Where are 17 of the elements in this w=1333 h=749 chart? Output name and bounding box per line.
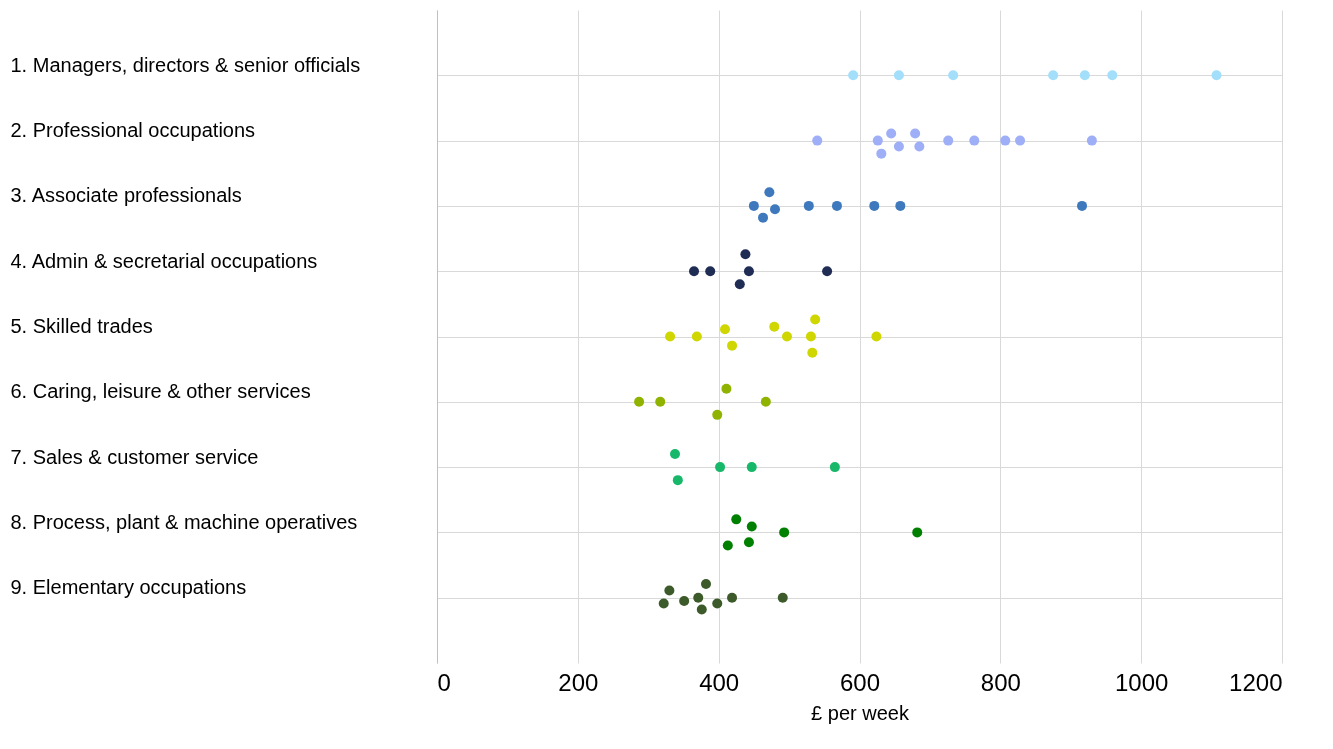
x-tick-label: 800 bbox=[980, 668, 1021, 696]
x-tick-label: 400 bbox=[699, 668, 740, 696]
y-tick-label: 4. Admin & secretarial occupations bbox=[10, 249, 318, 272]
y-tick-label: 6. Caring, leisure & other services bbox=[10, 380, 311, 403]
y-tick-label: 3. Associate professionals bbox=[10, 184, 242, 207]
y-tick-label: 5. Skilled trades bbox=[10, 315, 153, 337]
y-tick-label: 1. Managers, directors & senior officials bbox=[10, 53, 361, 76]
x-tick-label: 1200 bbox=[1229, 668, 1283, 696]
x-tick-label: 600 bbox=[839, 668, 881, 696]
y-tick-label: 9. Elementary occupations bbox=[10, 576, 247, 599]
x-axis-title: £ per week bbox=[811, 701, 910, 724]
y-tick-label: 2. Professional occupations bbox=[10, 119, 256, 142]
y-tick-label: 7. Sales & customer service bbox=[10, 445, 259, 468]
x-tick-label: 0 bbox=[437, 668, 451, 696]
x-tick-label: 200 bbox=[558, 668, 599, 696]
y-tick-label: 8. Process, plant & machine operatives bbox=[10, 510, 358, 533]
x-tick-label: 1000 bbox=[1114, 668, 1169, 696]
